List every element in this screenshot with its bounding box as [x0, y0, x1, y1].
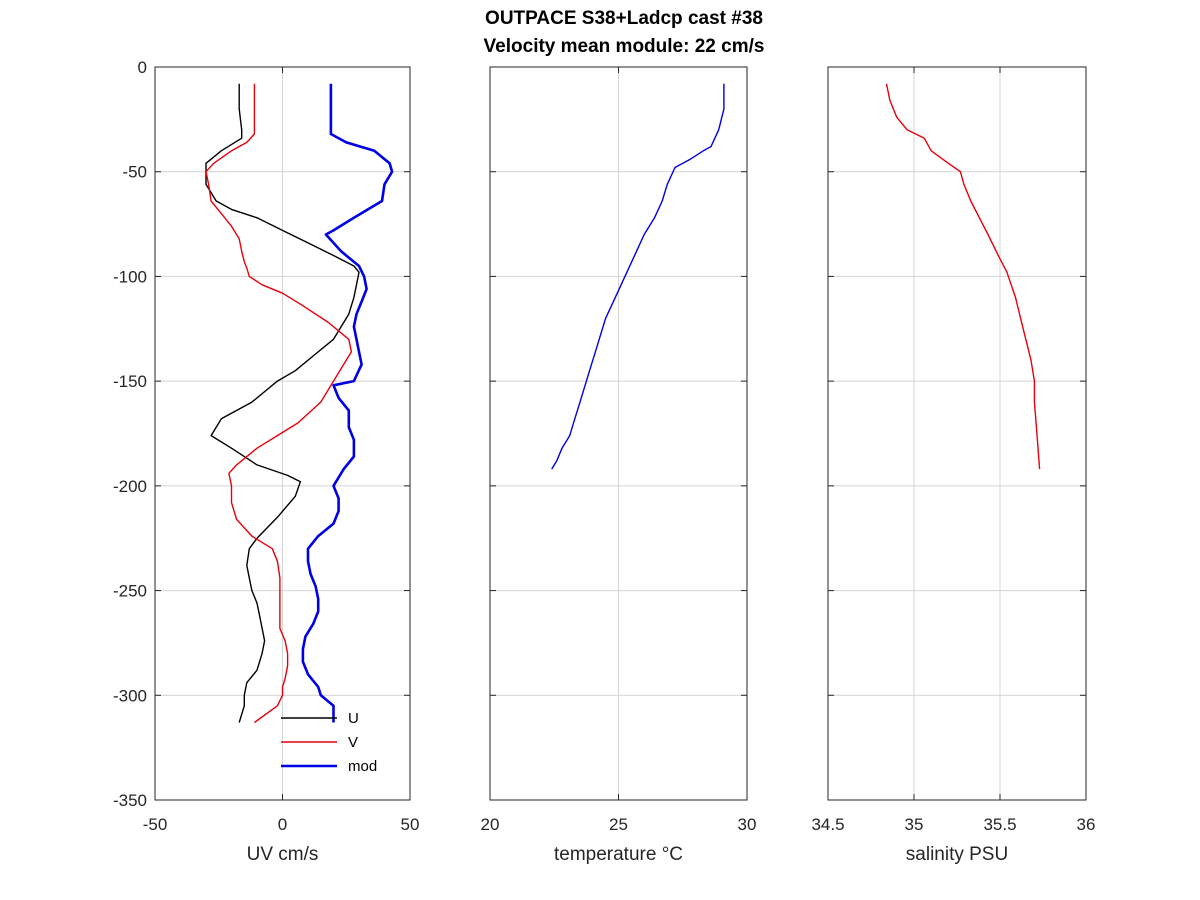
series-line-salinity-psu — [885, 83, 1041, 470]
series-line-u — [205, 83, 360, 723]
x-axis-label: temperature °C — [554, 844, 683, 865]
x-tick-label: 30 — [738, 815, 757, 834]
y-tick-label: -350 — [113, 791, 147, 810]
chart-title-line-2: Velocity mean module: 22 cm/s — [484, 36, 765, 57]
series-line-temperature-c — [551, 83, 725, 470]
legend-label-v: V — [348, 734, 358, 751]
x-tick-label: 20 — [481, 815, 500, 834]
x-axis-label: UV cm/s — [247, 844, 319, 865]
y-tick-label: -200 — [113, 477, 147, 496]
x-tick-label: -50 — [143, 815, 168, 834]
x-axis-label: salinity PSU — [906, 844, 1008, 865]
y-tick-label: 0 — [138, 58, 147, 77]
series-line-mod — [301, 83, 394, 723]
velocity-panel: -50 0 50 0 -50 -100 -150 -200 -250 -300 -350 UV cm/… — [113, 58, 419, 865]
salinity-panel: 34.5 35 35.5 36 salinity PSU — [811, 66, 1096, 865]
y-tick-label: -100 — [113, 267, 147, 286]
x-tick-label: 35 — [905, 815, 924, 834]
x-tick-label: 35.5 — [983, 815, 1016, 834]
y-tick-label: -150 — [113, 372, 147, 391]
temperature-panel: 20 25 30 temperature °C — [481, 66, 757, 865]
x-tick-label: 0 — [278, 815, 287, 834]
x-tick-label: 50 — [401, 815, 420, 834]
legend-label-u: U — [348, 710, 359, 727]
y-tick-label: -50 — [122, 163, 147, 182]
x-tick-label: 34.5 — [811, 815, 844, 834]
axes-box — [827, 66, 1087, 801]
series-line-v — [205, 83, 353, 724]
x-tick-label: 25 — [609, 815, 628, 834]
chart-title-line-1: OUTPACE S38+Ladcp cast #38 — [485, 8, 763, 29]
legend-label-mod: mod — [348, 758, 377, 775]
x-tick-label: 36 — [1077, 815, 1096, 834]
y-tick-label: -300 — [113, 686, 147, 705]
y-tick-label: -250 — [113, 582, 147, 601]
